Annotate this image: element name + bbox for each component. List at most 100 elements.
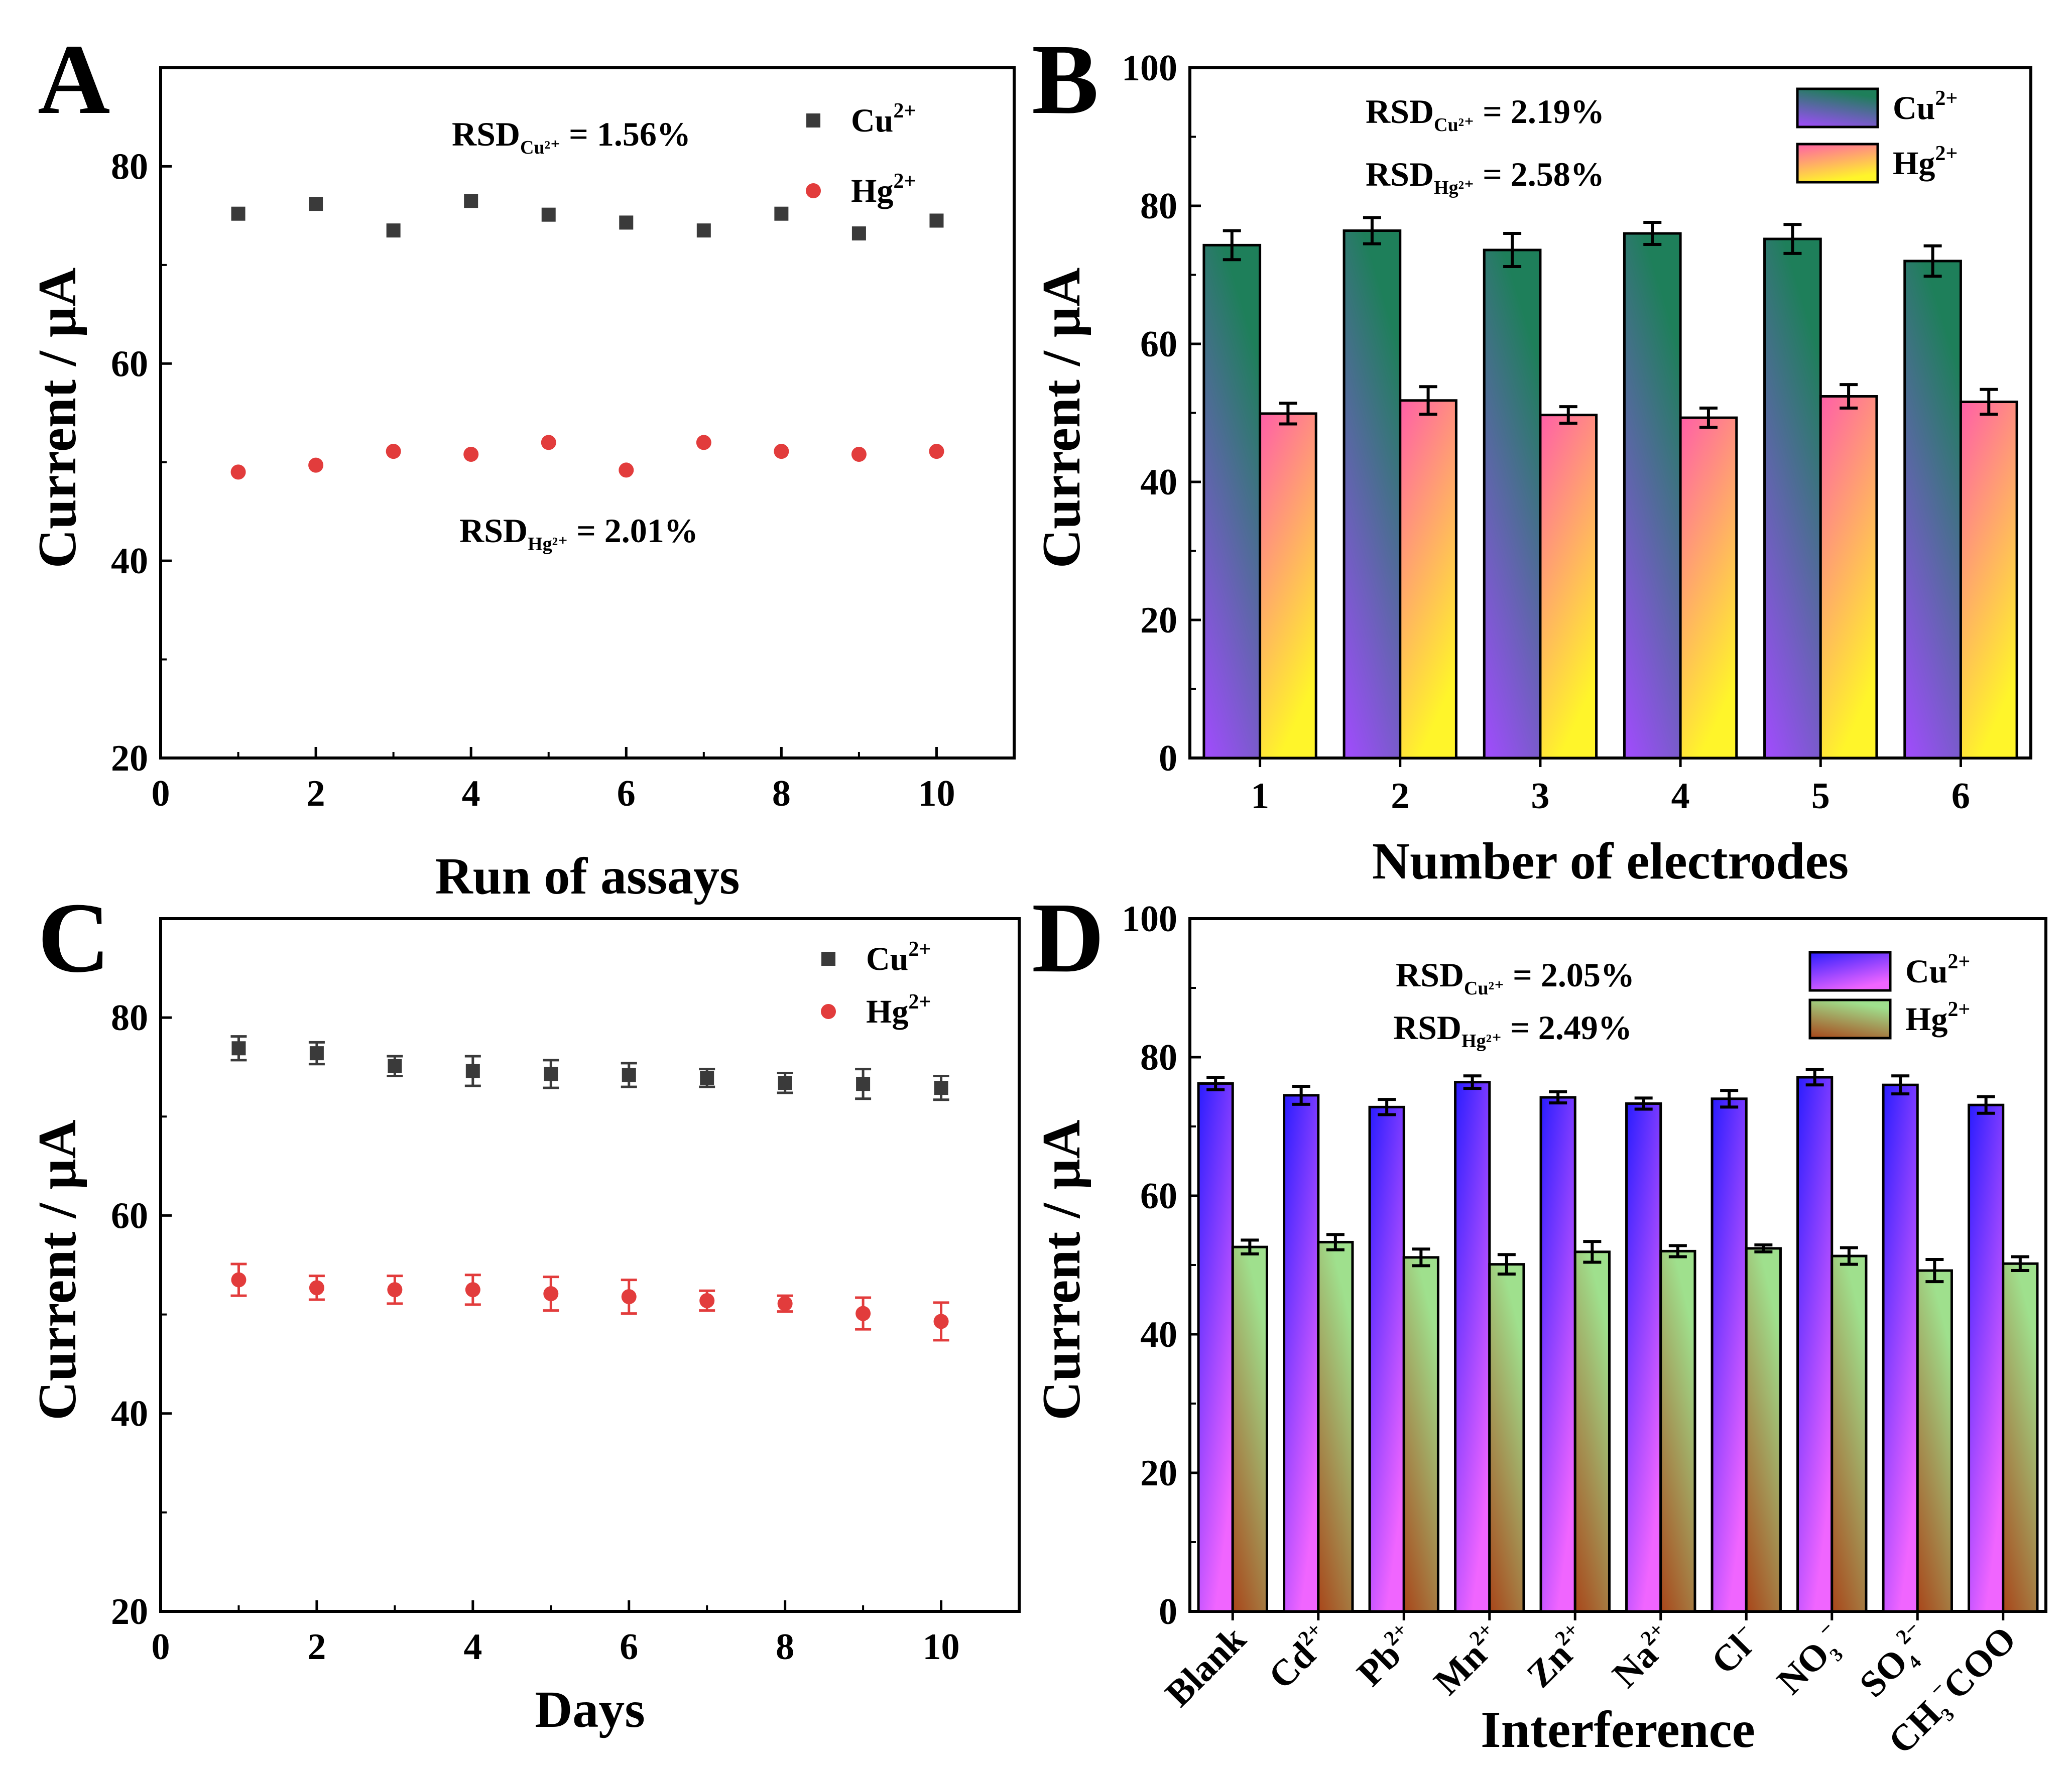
- panel-letter: C: [38, 882, 110, 993]
- legend-label: Hg2+: [1893, 142, 1958, 182]
- series-cu2: [1202, 216, 1962, 760]
- bar: [2002, 1262, 2039, 1613]
- legend-square-marker: [821, 952, 835, 966]
- legend-label-base: Cu: [866, 941, 908, 977]
- bar: [1623, 232, 1682, 760]
- data-point-circle: [308, 457, 324, 473]
- legend-label-base: Hg: [1893, 145, 1935, 182]
- rsd-annotation: RSDCu²⁺ = 2.05%: [1396, 956, 1635, 999]
- x-tick-label: NO3−​: [1767, 1617, 1856, 1705]
- y-tick-label: 0: [1159, 738, 1177, 779]
- x-tick-label: 3: [1531, 776, 1549, 817]
- data-point-circle: [696, 435, 711, 450]
- y-tick-label: 80: [1140, 186, 1177, 227]
- panel-letter: B: [1032, 24, 1099, 135]
- x-tick-label: Pb2+​: [1349, 1618, 1425, 1694]
- data-point-circle: [619, 462, 634, 478]
- x-tick-label: 4: [462, 773, 480, 814]
- x-tick-label: 10: [918, 773, 955, 814]
- legend-label-sup: 2+: [1947, 950, 1970, 973]
- x-tick-label: 2: [307, 773, 325, 814]
- legend-swatch: [1796, 143, 1879, 184]
- x-tick-label: 10: [923, 1626, 960, 1668]
- rsd-annotation: RSDCu²⁺ = 2.19%: [1366, 92, 1605, 136]
- x-tick-label: Blank: [1157, 1618, 1254, 1714]
- data-point-square: [622, 1068, 636, 1082]
- data-point-square: [856, 1077, 871, 1091]
- legend-label-sup: 2+: [893, 170, 916, 193]
- legend-label-sup: 2+: [1935, 142, 1958, 165]
- rsd-base: RSD: [1393, 1008, 1461, 1047]
- y-tick-label: 40: [1140, 1314, 1177, 1355]
- legend-label: Cu2+: [1905, 950, 1970, 990]
- bar: [1831, 1254, 1868, 1613]
- bar: [1368, 1105, 1405, 1613]
- legend-swatch: [1808, 998, 1892, 1040]
- data-point-circle: [777, 1296, 793, 1311]
- legend-label: Hg2+: [1905, 998, 1970, 1038]
- data-point-circle: [541, 435, 556, 450]
- x-tick-label: 4: [463, 1626, 482, 1668]
- category-tail: COO: [1935, 1618, 2024, 1707]
- rsd-base: RSD: [459, 512, 528, 550]
- x-tick-label: Na2+​: [1604, 1618, 1681, 1695]
- bar: [1259, 412, 1317, 760]
- data-point-square: [388, 1059, 402, 1073]
- rsd-annotation: RSDHg²⁺ = 2.58%: [1366, 155, 1605, 198]
- bar: [1796, 1076, 1834, 1613]
- legend-label-sup: 2+: [893, 99, 916, 122]
- data-point-square: [386, 223, 401, 238]
- legend-item: Cu2+: [1808, 950, 1970, 992]
- legend-label: Hg2+: [851, 170, 916, 209]
- rsd-annotation: RSDCu²⁺ = 1.56%: [452, 115, 691, 158]
- data-point-square: [774, 206, 789, 221]
- y-tick-label: 40: [111, 541, 148, 582]
- data-point-circle: [231, 1272, 247, 1288]
- bar: [1959, 401, 2018, 760]
- bar: [1454, 1081, 1491, 1613]
- y-tick-label: 40: [1140, 462, 1177, 503]
- data-point-square: [464, 194, 478, 208]
- legend-label: Hg2+: [866, 990, 931, 1030]
- rsd-subscript: Cu²⁺: [520, 137, 560, 158]
- rsd-subscript: Hg²⁺: [528, 534, 568, 555]
- data-point-circle: [463, 447, 479, 462]
- legend-item: Hg2+: [821, 990, 931, 1030]
- rsd-value: = 2.01%: [568, 512, 698, 550]
- rsd-subscript: Cu²⁺: [1464, 978, 1504, 999]
- category-superscript: 2−: [1892, 1617, 1924, 1649]
- x-tick-label: 8: [772, 773, 791, 814]
- data-point-square: [544, 1067, 558, 1081]
- bar: [1343, 229, 1402, 760]
- bar: [1483, 248, 1542, 760]
- data-point-circle: [387, 1282, 403, 1298]
- legend-label-sup: 2+: [908, 938, 931, 961]
- data-point-square: [309, 197, 323, 211]
- rsd-base: RSD: [1396, 956, 1464, 994]
- rsd-subscript: Hg²⁺: [1434, 177, 1474, 198]
- data-point-square: [309, 1046, 324, 1061]
- legend-item: Hg2+: [1796, 142, 1958, 184]
- y-axis-label: Current / μA: [28, 1119, 87, 1420]
- data-point-square: [541, 207, 556, 222]
- bar: [1399, 399, 1457, 760]
- x-axis-label: Days: [535, 1681, 645, 1738]
- x-tick-label: Zn2+​: [1519, 1618, 1596, 1695]
- x-tick-label: 6: [617, 773, 636, 814]
- x-axis-label: Interference: [1481, 1701, 1755, 1758]
- bar: [1763, 237, 1822, 760]
- series-hg2: [1231, 1233, 2039, 1613]
- y-tick-label: 0: [1159, 1591, 1177, 1632]
- data-point-square: [619, 215, 634, 230]
- legend-label: Cu2+: [851, 99, 916, 139]
- category-base: NO: [1769, 1633, 1838, 1702]
- data-point-square: [231, 1041, 246, 1056]
- bar: [1539, 1096, 1576, 1613]
- x-axis-label: Run of assays: [435, 847, 740, 905]
- x-tick-label: 0: [152, 773, 170, 814]
- rsd-subscript: Hg²⁺: [1461, 1031, 1502, 1052]
- bar: [1283, 1094, 1320, 1613]
- x-tick-label: 2: [1391, 776, 1409, 817]
- series-hg2: [230, 1262, 949, 1342]
